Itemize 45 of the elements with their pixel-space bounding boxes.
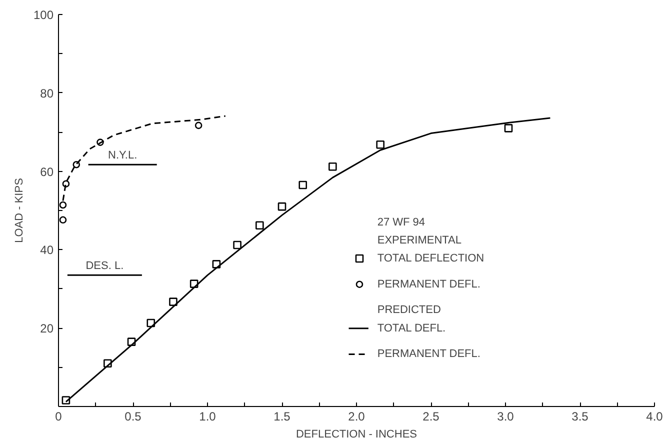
point (278, 202, 286, 211)
point (255, 221, 264, 230)
x-tick-label: 3.5 (572, 410, 589, 424)
point (504, 124, 513, 132)
x-tick-label: 2.5 (422, 410, 440, 424)
x-tick-label: 1.5 (274, 410, 291, 424)
point (233, 240, 242, 250)
x-axis-title: DEFLECTION - INCHES (296, 428, 418, 440)
y-tick-label: 80 (40, 86, 54, 100)
x-tick-label: 1.0 (199, 410, 216, 424)
point (104, 359, 112, 368)
legend-label: TOTAL DEFLECTION (377, 252, 484, 264)
y-tick-label: 40 (40, 243, 54, 258)
ref-line-label: DES. L. (86, 260, 124, 272)
x-tick-label: 2.0 (348, 410, 366, 424)
y-tick-label: 60 (40, 164, 54, 179)
x-tick-label: 0.5 (124, 410, 142, 424)
point (194, 122, 202, 130)
point (328, 162, 337, 171)
x-tick-label: 4.0 (646, 410, 664, 424)
legend-label: PERMANENT DEFL. (377, 348, 480, 360)
y-tick-label: 100 (33, 8, 54, 22)
legend-label: TOTAL DEFL. (377, 322, 446, 334)
ref-line-label: N.Y.L. (108, 150, 138, 162)
annotation: EXPERIMENTAL (377, 234, 462, 246)
point (169, 298, 178, 306)
annotation: PREDICTED (377, 304, 441, 316)
point (59, 201, 67, 209)
x-tick-label: 0 (55, 410, 62, 424)
point (62, 180, 70, 188)
point (96, 138, 104, 146)
y-axis-title: LOAD - KIPS (13, 178, 26, 243)
point (59, 216, 67, 224)
x-tick-label: 3.0 (497, 410, 514, 424)
point (212, 260, 221, 268)
y-tick-label: 20 (40, 322, 54, 336)
point (72, 160, 80, 168)
point (146, 318, 156, 328)
point (298, 180, 308, 190)
legend-label: PERMANENT DEFL. (377, 278, 480, 290)
legend-title: 27 WF 94 (377, 216, 426, 228)
point (190, 280, 198, 288)
point (127, 338, 136, 346)
point (62, 396, 70, 404)
point (376, 140, 384, 149)
